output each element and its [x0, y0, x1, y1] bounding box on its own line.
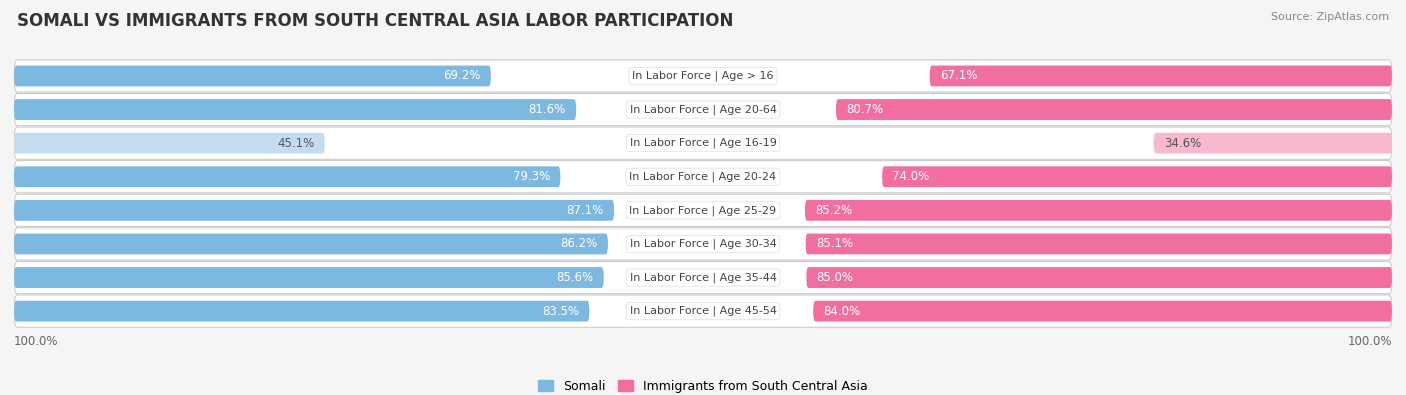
FancyBboxPatch shape [929, 66, 1392, 87]
Text: 100.0%: 100.0% [14, 335, 59, 348]
FancyBboxPatch shape [14, 166, 561, 187]
Legend: Somali, Immigrants from South Central Asia: Somali, Immigrants from South Central As… [533, 375, 873, 395]
FancyBboxPatch shape [14, 233, 607, 254]
FancyBboxPatch shape [813, 301, 1392, 322]
Text: 69.2%: 69.2% [443, 70, 481, 83]
FancyBboxPatch shape [807, 267, 1392, 288]
Text: In Labor Force | Age 45-54: In Labor Force | Age 45-54 [630, 306, 776, 316]
Text: 34.6%: 34.6% [1164, 137, 1201, 150]
Text: 85.2%: 85.2% [815, 204, 852, 217]
Text: 85.0%: 85.0% [817, 271, 853, 284]
FancyBboxPatch shape [1153, 133, 1392, 154]
FancyBboxPatch shape [882, 166, 1392, 187]
Text: In Labor Force | Age 20-24: In Labor Force | Age 20-24 [630, 171, 776, 182]
FancyBboxPatch shape [14, 301, 589, 322]
FancyBboxPatch shape [14, 200, 614, 221]
FancyBboxPatch shape [806, 233, 1392, 254]
Text: In Labor Force | Age 16-19: In Labor Force | Age 16-19 [630, 138, 776, 149]
Text: 87.1%: 87.1% [567, 204, 603, 217]
Text: In Labor Force | Age 35-44: In Labor Force | Age 35-44 [630, 272, 776, 283]
FancyBboxPatch shape [14, 94, 1392, 126]
Text: 80.7%: 80.7% [846, 103, 883, 116]
FancyBboxPatch shape [806, 200, 1392, 221]
FancyBboxPatch shape [14, 228, 1392, 260]
Text: 74.0%: 74.0% [893, 170, 929, 183]
Text: SOMALI VS IMMIGRANTS FROM SOUTH CENTRAL ASIA LABOR PARTICIPATION: SOMALI VS IMMIGRANTS FROM SOUTH CENTRAL … [17, 12, 734, 30]
Text: 67.1%: 67.1% [941, 70, 977, 83]
Text: In Labor Force | Age 30-34: In Labor Force | Age 30-34 [630, 239, 776, 249]
Text: In Labor Force | Age 25-29: In Labor Force | Age 25-29 [630, 205, 776, 216]
Text: 85.1%: 85.1% [815, 237, 853, 250]
FancyBboxPatch shape [14, 133, 325, 154]
Text: 83.5%: 83.5% [541, 305, 579, 318]
Text: 100.0%: 100.0% [1347, 335, 1392, 348]
FancyBboxPatch shape [14, 267, 603, 288]
FancyBboxPatch shape [14, 295, 1392, 327]
FancyBboxPatch shape [14, 261, 1392, 293]
FancyBboxPatch shape [14, 60, 1392, 92]
FancyBboxPatch shape [14, 194, 1392, 226]
FancyBboxPatch shape [837, 99, 1392, 120]
Text: In Labor Force | Age 20-64: In Labor Force | Age 20-64 [630, 104, 776, 115]
FancyBboxPatch shape [14, 127, 1392, 159]
FancyBboxPatch shape [14, 161, 1392, 193]
FancyBboxPatch shape [14, 66, 491, 87]
Text: In Labor Force | Age > 16: In Labor Force | Age > 16 [633, 71, 773, 81]
Text: 79.3%: 79.3% [513, 170, 550, 183]
Text: 45.1%: 45.1% [277, 137, 315, 150]
FancyBboxPatch shape [14, 99, 576, 120]
Text: 81.6%: 81.6% [529, 103, 565, 116]
Text: 84.0%: 84.0% [824, 305, 860, 318]
Text: Source: ZipAtlas.com: Source: ZipAtlas.com [1271, 12, 1389, 22]
Text: 86.2%: 86.2% [561, 237, 598, 250]
Text: 85.6%: 85.6% [557, 271, 593, 284]
